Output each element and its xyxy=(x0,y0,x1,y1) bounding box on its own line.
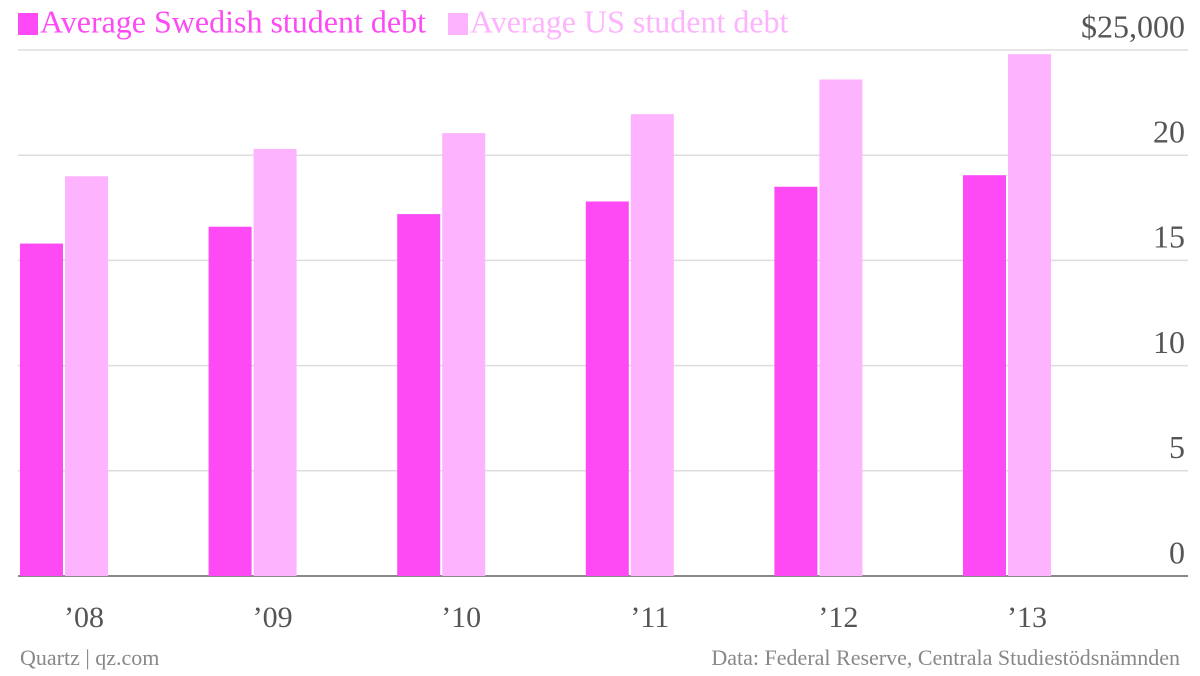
source: Data: Federal Reserve, Centrala Studiest… xyxy=(711,645,1180,670)
legend-label: Average US student debt xyxy=(470,3,789,39)
bar xyxy=(630,114,674,576)
y-tick-label: 15 xyxy=(1153,219,1185,255)
bar xyxy=(253,148,297,576)
x-tick-label: ’08 xyxy=(64,601,104,634)
y-tick-label: $25,000 xyxy=(1081,8,1185,44)
bar xyxy=(819,79,863,577)
bar xyxy=(585,201,629,576)
x-tick-label: ’13 xyxy=(1007,601,1047,634)
bar xyxy=(963,175,1006,577)
credit: Quartz | qz.com xyxy=(20,645,159,670)
legend-swatch xyxy=(18,13,38,35)
bar xyxy=(208,226,252,576)
y-tick-label: 5 xyxy=(1169,429,1185,465)
bar xyxy=(442,133,486,576)
x-tick-label: ’12 xyxy=(818,601,858,634)
x-tick-label: ’10 xyxy=(441,601,481,634)
y-tick-label: 0 xyxy=(1169,534,1185,570)
bar xyxy=(1008,54,1051,576)
bar xyxy=(774,186,818,576)
bar xyxy=(20,243,63,576)
legend-label: Average Swedish student debt xyxy=(40,3,426,39)
bar xyxy=(65,176,108,577)
bar xyxy=(397,214,441,576)
y-tick-label: 20 xyxy=(1153,114,1185,150)
x-tick-label: ’11 xyxy=(630,601,669,634)
x-tick-label: ’09 xyxy=(253,601,293,634)
y-tick-label: 10 xyxy=(1153,324,1185,360)
legend-swatch xyxy=(447,13,468,35)
